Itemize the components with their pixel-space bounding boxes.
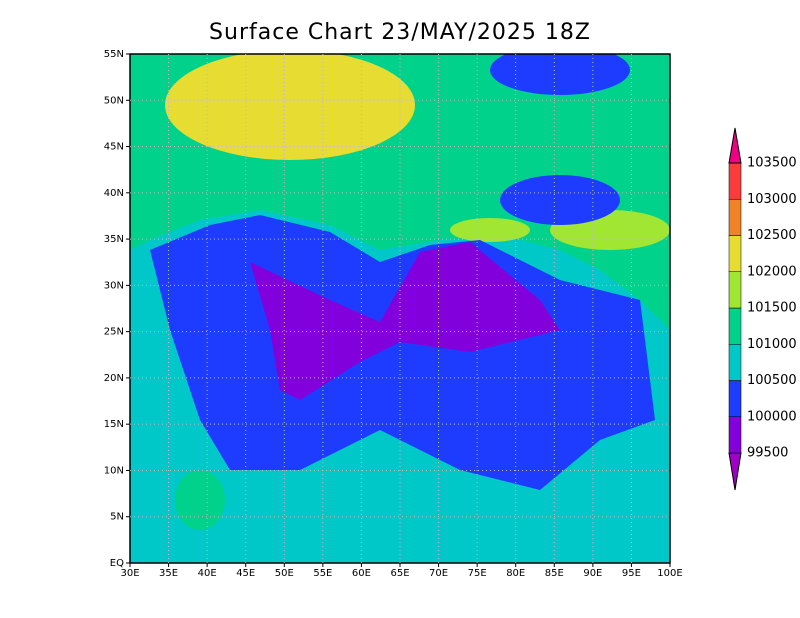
field-ridge (450, 218, 530, 242)
field-low (500, 175, 620, 225)
x-tick-label: 60E (352, 568, 371, 579)
colorbar-label: 99500 (747, 446, 788, 461)
colorbar-label: 102000 (747, 264, 797, 279)
y-tick-label: 35N (104, 234, 124, 245)
field-low (490, 54, 630, 95)
x-tick-label: 90E (583, 568, 602, 579)
y-tick-label: 50N (104, 95, 124, 106)
y-tick-label: 30N (104, 280, 124, 291)
colorbar-segment (728, 199, 742, 236)
colorbar-arrow-low (728, 452, 742, 491)
y-tick-label: 5N (110, 512, 124, 523)
y-tick-label: 40N (104, 188, 124, 199)
y-tick-label: 10N (104, 465, 124, 476)
x-tick-label: 30E (120, 568, 139, 579)
x-tick-label: 95E (622, 568, 641, 579)
x-tick-label: 65E (390, 568, 409, 579)
x-tick-label: 100E (657, 568, 682, 579)
x-tick-label: 55E (313, 568, 332, 579)
field-trough (250, 242, 560, 400)
colorbar-label: 102500 (747, 228, 797, 243)
chart-title: Surface Chart 23/MAY/2025 18Z (209, 20, 591, 45)
x-tick-label: 80E (506, 568, 525, 579)
x-tick-label: 75E (468, 568, 487, 579)
colorbar-label: 100500 (747, 373, 797, 388)
colorbar-segment (728, 271, 742, 309)
y-tick-label: EQ (110, 558, 124, 569)
colorbar-label: 100000 (747, 409, 797, 424)
y-tick-label: 20N (104, 373, 124, 384)
colorbar-segment (728, 235, 742, 272)
x-tick-label: 85E (545, 568, 564, 579)
x-tick-label: 70E (429, 568, 448, 579)
colorbar-label: 103000 (747, 192, 797, 207)
y-tick-label: 45N (104, 142, 124, 153)
y-tick-label: 15N (104, 419, 124, 430)
field-ridge (165, 54, 415, 160)
colorbar-label: 101000 (747, 337, 797, 352)
x-tick-label: 45E (236, 568, 255, 579)
y-tick-label: 55N (104, 49, 124, 60)
field-high (175, 470, 225, 530)
colorbar-segment (728, 307, 742, 345)
colorbar-segment (728, 380, 742, 417)
colorbar-arrow-high (728, 127, 742, 164)
x-tick-label: 35E (159, 568, 178, 579)
y-tick-label: 25N (104, 327, 124, 338)
colorbar-label: 101500 (747, 301, 797, 316)
colorbar-segment (728, 344, 742, 381)
x-tick-label: 40E (198, 568, 217, 579)
colorbar-segment (728, 416, 742, 454)
colorbar-label: 103500 (747, 156, 797, 171)
colorbar-segment (728, 162, 742, 200)
x-tick-label: 50E (275, 568, 294, 579)
